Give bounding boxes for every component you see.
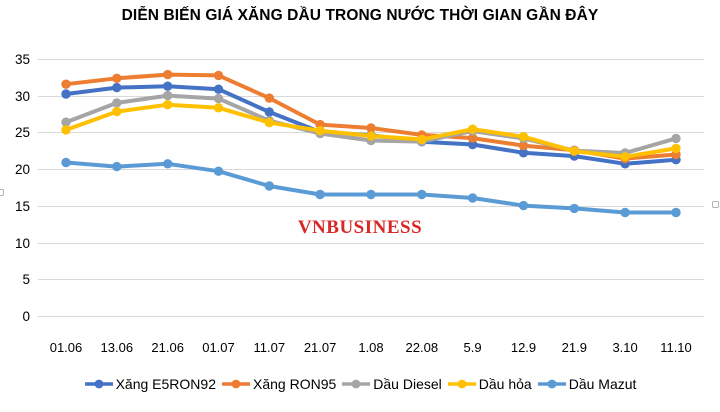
data-point-dau-hoa <box>163 100 173 110</box>
data-point-dau-diesel <box>213 93 224 104</box>
legend-marker-dau-diesel <box>342 379 371 389</box>
legend-marker-dot <box>94 379 103 389</box>
x-axis-tick-label: 11.07 <box>254 340 286 355</box>
legend-label-xang-ron95: Xăng RON95 <box>253 376 337 392</box>
x-axis-tick-label: 01.07 <box>202 340 235 355</box>
y-axis: 0 5 10 15 20 25 30 35 <box>15 52 30 324</box>
data-point-xang-ron95 <box>61 79 71 89</box>
x-axis-tick-label: 5.9 <box>464 340 482 355</box>
y-axis-tick-label: 0 <box>22 309 30 324</box>
gridlines <box>38 59 704 317</box>
x-axis-tick-label: 21.07 <box>304 340 337 355</box>
legend-label-dau-mazut: Dầu Mazut <box>568 376 637 392</box>
x-axis-tick-label: 21.06 <box>151 340 184 355</box>
x-axis: 01.06 13.06 21.06 01.07 11.07 21.07 1.08 22.08 5… <box>50 340 692 355</box>
data-point-dau-mazut <box>315 189 325 200</box>
y-axis-tick-label: 5 <box>22 272 30 287</box>
y-axis-tick-label: 30 <box>15 89 30 104</box>
data-point-xang-e5ron92 <box>61 89 71 99</box>
data-point-dau-mazut <box>467 193 478 203</box>
data-point-dau-diesel <box>163 90 173 101</box>
data-point-dau-mazut <box>569 203 579 214</box>
legend-item-xang-ron95: Xăng RON95 <box>221 376 336 392</box>
x-axis-tick-label: 12.9 <box>511 340 536 355</box>
data-point-dau-diesel <box>671 133 681 144</box>
x-axis-tick-label: 22.08 <box>406 340 439 355</box>
legend-marker-dot <box>457 379 467 389</box>
data-point-xang-ron95 <box>467 133 478 143</box>
legend-label-dau-diesel: Dầu Diesel <box>373 376 442 392</box>
data-point-xang-e5ron92 <box>112 82 122 93</box>
legend-marker-xang-ron95 <box>222 379 250 389</box>
data-point-dau-diesel <box>112 98 122 108</box>
data-point-xang-ron95 <box>163 69 173 80</box>
data-point-dau-mazut <box>264 181 274 191</box>
data-point-dau-hoa <box>112 106 122 117</box>
data-point-dau-hoa <box>518 132 529 142</box>
x-axis-tick-label: 1.08 <box>358 340 383 355</box>
legend-item-dau-diesel: Dầu Diesel <box>341 376 442 392</box>
data-point-dau-hoa <box>61 125 71 135</box>
legend-marker-dot <box>351 379 361 389</box>
y-axis-tick-label: 35 <box>15 52 30 67</box>
legend-label-xang-e5ron92: Xăng E5RON92 <box>115 376 216 392</box>
data-point-dau-mazut <box>366 189 376 200</box>
selection-handle-left[interactable] <box>0 189 4 196</box>
data-point-dau-hoa <box>620 152 630 162</box>
y-axis-tick-label: 25 <box>15 125 30 140</box>
legend-marker-dau-hoa <box>447 379 476 389</box>
data-point-dau-hoa <box>569 146 579 156</box>
data-point-dau-diesel <box>61 117 71 127</box>
data-point-dau-mazut <box>671 207 681 218</box>
data-point-dau-mazut <box>518 200 529 211</box>
legend-marker-xang-e5ron92 <box>84 379 113 389</box>
data-point-xang-ron95 <box>518 140 529 151</box>
data-point-dau-mazut <box>417 189 427 200</box>
selection-handle-right[interactable] <box>712 201 719 208</box>
data-point-xang-e5ron92 <box>213 84 224 94</box>
data-point-dau-hoa <box>467 124 478 134</box>
data-point-dau-hoa <box>315 126 325 136</box>
legend-marker-dau-mazut <box>537 379 566 389</box>
data-point-dau-hoa <box>213 103 224 113</box>
data-point-dau-hoa <box>366 131 376 141</box>
legend-marker-dot <box>231 379 241 389</box>
data-point-dau-mazut <box>163 159 173 169</box>
x-axis-tick-label: 01.06 <box>50 340 83 355</box>
data-point-xang-e5ron92 <box>163 81 173 91</box>
watermark-text: VNBUSINESS <box>297 217 423 238</box>
data-point-dau-mazut <box>61 157 71 168</box>
chart-legend: Xăng E5RON92 Xăng RON95 Dầu Diesel Dầu hỏa D… <box>0 373 720 395</box>
data-point-xang-e5ron92 <box>518 148 529 158</box>
data-point-xang-ron95 <box>112 73 122 84</box>
y-axis-tick-label: 15 <box>15 199 30 214</box>
data-point-dau-mazut <box>112 161 122 172</box>
chart-title: DIỄN BIẾN GIÁ XĂNG DẦU TRONG NƯỚC THỜI G… <box>121 7 599 24</box>
legend-item-xang-e5ron92: Xăng E5RON92 <box>84 376 216 392</box>
x-axis-tick-label: 13.06 <box>101 340 134 355</box>
x-axis-tick-label: 3.10 <box>612 340 637 355</box>
data-point-dau-hoa <box>417 134 427 145</box>
y-axis-tick-label: 20 <box>15 162 30 177</box>
legend-item-dau-hoa: Dầu hỏa <box>447 376 532 392</box>
legend-marker-dot <box>547 379 557 389</box>
data-point-xang-ron95 <box>366 123 376 133</box>
legend-label-dau-hoa: Dầu hỏa <box>478 376 532 392</box>
series-dau-hoa <box>61 100 681 162</box>
data-point-xang-ron95 <box>264 93 274 103</box>
x-axis-tick-label: 21.9 <box>562 340 587 355</box>
data-point-dau-hoa <box>264 117 274 128</box>
data-point-dau-mazut <box>620 207 630 218</box>
legend-item-dau-mazut: Dầu Mazut <box>537 376 637 392</box>
series-dau-mazut <box>61 157 681 218</box>
data-point-dau-mazut <box>213 166 224 176</box>
x-axis-tick-label: 11.10 <box>660 340 692 355</box>
data-point-dau-hoa <box>671 143 681 154</box>
data-point-xang-e5ron92 <box>264 107 274 117</box>
y-axis-tick-label: 10 <box>15 236 30 251</box>
data-point-xang-ron95 <box>213 70 224 81</box>
